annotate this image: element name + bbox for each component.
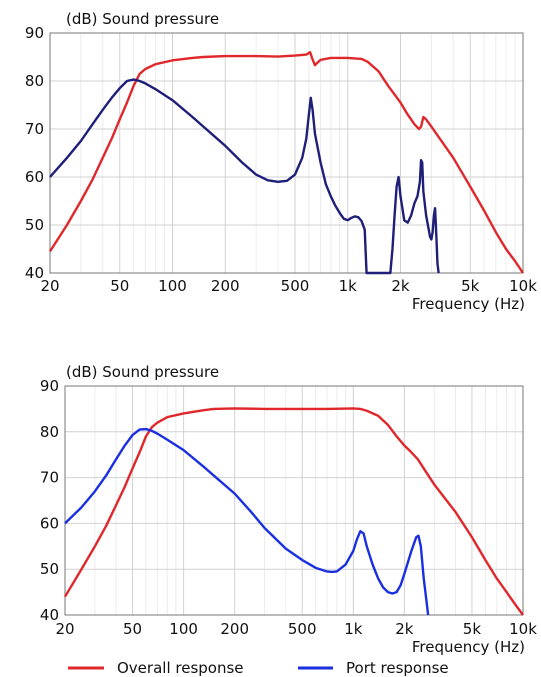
y-tick-label: 40 bbox=[25, 264, 44, 282]
x-tick-label: 50 bbox=[123, 620, 142, 638]
y-axis-label: (dB) Sound pressure bbox=[66, 10, 219, 28]
y-tick-label: 50 bbox=[25, 216, 44, 234]
y-axis-label: (dB) Sound pressure bbox=[66, 363, 219, 381]
x-tick-label: 5k bbox=[463, 620, 482, 638]
x-tick-label: 2k bbox=[391, 277, 410, 295]
chart-top: 40 50 60 70 80 90 20 50 100 200 500 1k 2k 5k 10k (dB) S… bbox=[25, 10, 537, 313]
x-tick-label: 20 bbox=[40, 277, 59, 295]
x-tick-label: 20 bbox=[55, 620, 74, 638]
series-line-0 bbox=[48, 51, 524, 274]
y-tick-label: 80 bbox=[40, 423, 59, 441]
y-tick-label: 70 bbox=[40, 469, 59, 487]
x-axis-label: Frequency (Hz) bbox=[412, 295, 525, 313]
x-tick-label: 500 bbox=[281, 277, 310, 295]
x-axis-label: Frequency (Hz) bbox=[412, 638, 525, 656]
x-tick-label: 50 bbox=[110, 277, 129, 295]
legend: Overall response Port response bbox=[68, 659, 449, 677]
x-tick-label: 1k bbox=[344, 620, 363, 638]
y-tick-label: 60 bbox=[40, 514, 59, 532]
plot-frame bbox=[64, 385, 524, 616]
x-tick-label: 200 bbox=[211, 277, 240, 295]
x-tick-label: 5k bbox=[461, 277, 480, 295]
x-tick-label: 2k bbox=[395, 620, 414, 638]
y-tick-label: 50 bbox=[40, 560, 59, 578]
y-tick-label: 90 bbox=[40, 377, 59, 395]
y-tick-label: 60 bbox=[25, 168, 44, 186]
y-tick-label: 40 bbox=[40, 606, 59, 624]
x-tick-label: 10k bbox=[509, 277, 537, 295]
y-tick-label: 70 bbox=[25, 120, 44, 138]
plot-frame bbox=[49, 32, 524, 274]
series-line-1 bbox=[64, 427, 430, 616]
x-tick-label: 1k bbox=[339, 277, 358, 295]
x-tick-label: 10k bbox=[509, 620, 537, 638]
x-tick-label: 100 bbox=[158, 277, 187, 295]
series-line-0 bbox=[63, 407, 524, 616]
chart-bottom: 40 50 60 70 80 90 20 50 100 200 500 1k 2k 5k 10k (dB) S… bbox=[40, 363, 537, 656]
y-tick-label: 90 bbox=[25, 24, 44, 42]
x-tick-label: 200 bbox=[220, 620, 249, 638]
legend-overall-label: Overall response bbox=[117, 659, 244, 677]
legend-port-label: Port response bbox=[346, 659, 449, 677]
y-tick-label: 80 bbox=[25, 72, 44, 90]
x-tick-label: 500 bbox=[288, 620, 317, 638]
series-line-1 bbox=[49, 78, 440, 275]
x-tick-label: 100 bbox=[169, 620, 198, 638]
